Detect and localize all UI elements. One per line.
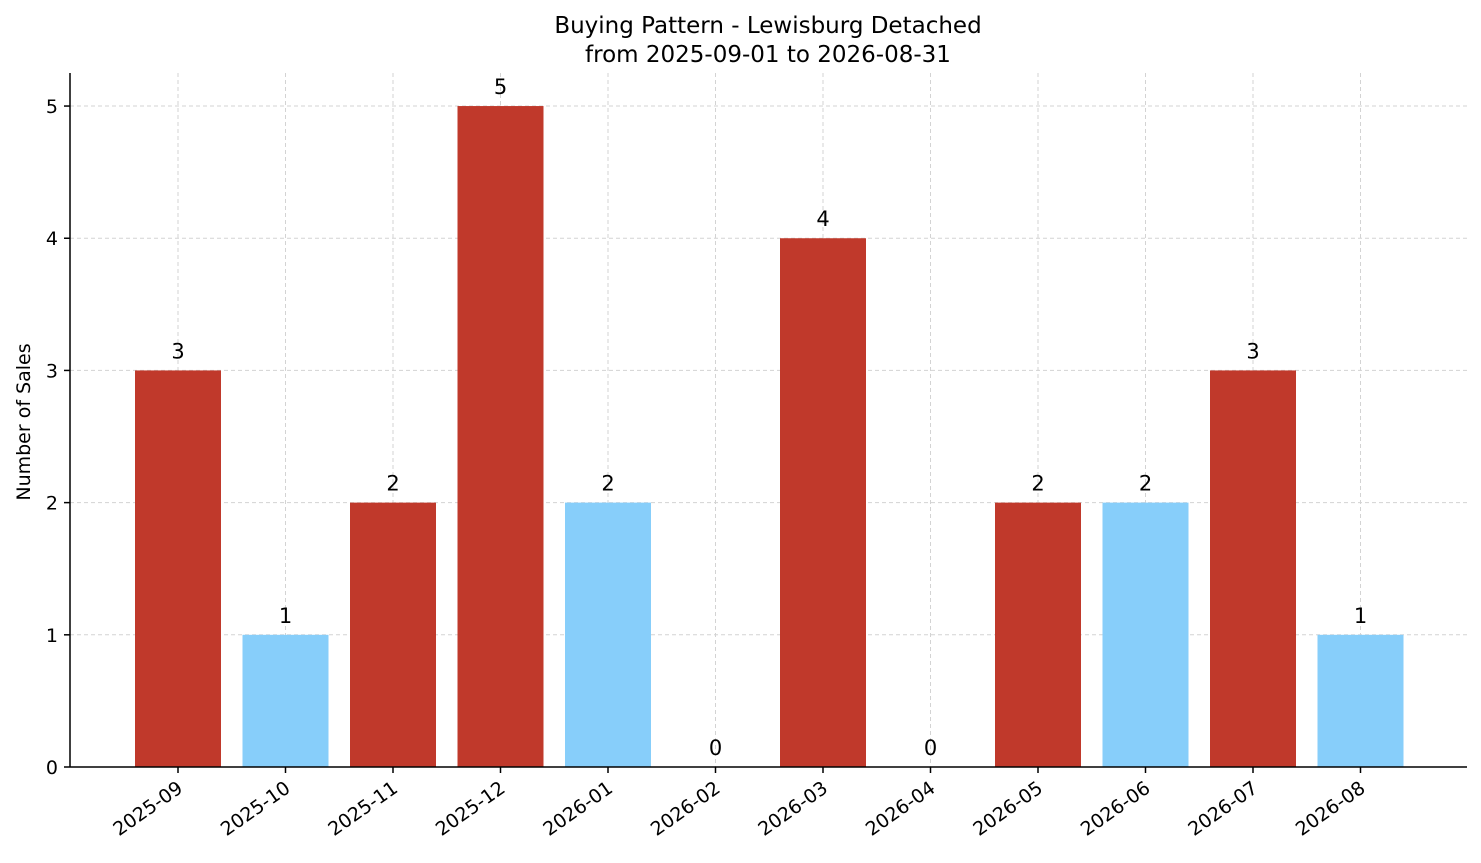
x-tick-label: 2026-04 (862, 777, 940, 841)
x-tick-label: 2026-05 (969, 777, 1047, 841)
bar-value-label: 0 (709, 736, 722, 760)
x-tick-label: 2026-08 (1292, 777, 1370, 841)
bar (780, 238, 866, 767)
bar-value-label: 5 (494, 75, 507, 99)
bar (457, 106, 544, 768)
y-tick-label: 5 (46, 96, 58, 118)
bar-value-label: 1 (279, 604, 292, 628)
bar-value-label: 2 (601, 472, 614, 496)
bar-value-label: 2 (386, 472, 399, 496)
y-tick-label: 2 (46, 493, 58, 515)
chart-subtitle: from 2025-09-01 to 2026-08-31 (585, 42, 951, 68)
y-tick-label: 3 (46, 360, 58, 382)
bar-value-label: 2 (1031, 472, 1044, 496)
x-tick-label: 2026-07 (1184, 777, 1262, 841)
bar-value-label: 3 (171, 339, 184, 363)
x-tick-label: 2025-12 (432, 777, 510, 841)
y-tick-label: 0 (46, 757, 58, 779)
bar (1317, 634, 1404, 767)
bar (135, 370, 221, 767)
bar (1102, 502, 1189, 767)
bar (565, 502, 651, 767)
x-tick-label: 2025-09 (109, 777, 187, 841)
bar (995, 502, 1081, 767)
y-axis-label: Number of Sales (13, 343, 35, 500)
bar (350, 502, 436, 767)
bar (242, 634, 329, 767)
bar (1210, 370, 1296, 767)
bar-value-label: 4 (816, 207, 829, 231)
x-tick-label: 2025-10 (217, 777, 295, 841)
bars (135, 106, 1404, 768)
y-tick-label: 1 (46, 625, 58, 647)
bar-value-label: 1 (1354, 604, 1367, 628)
bar-value-label: 3 (1246, 339, 1259, 363)
x-tick-label: 2026-01 (539, 777, 617, 841)
x-tick-label: 2026-03 (754, 777, 832, 841)
y-tick-label: 4 (46, 228, 58, 250)
bar-value-label: 0 (924, 736, 937, 760)
x-tick-label: 2025-11 (324, 777, 402, 841)
bar-value-label: 2 (1139, 472, 1152, 496)
bar-value-labels: 3 1 2 5 2 0 4 0 2 2 3 1 (171, 75, 1367, 760)
x-tick-label: 2026-06 (1077, 777, 1155, 841)
x-tick-label: 2026-02 (647, 777, 725, 841)
chart-title: Buying Pattern - Lewisburg Detached (554, 13, 981, 39)
